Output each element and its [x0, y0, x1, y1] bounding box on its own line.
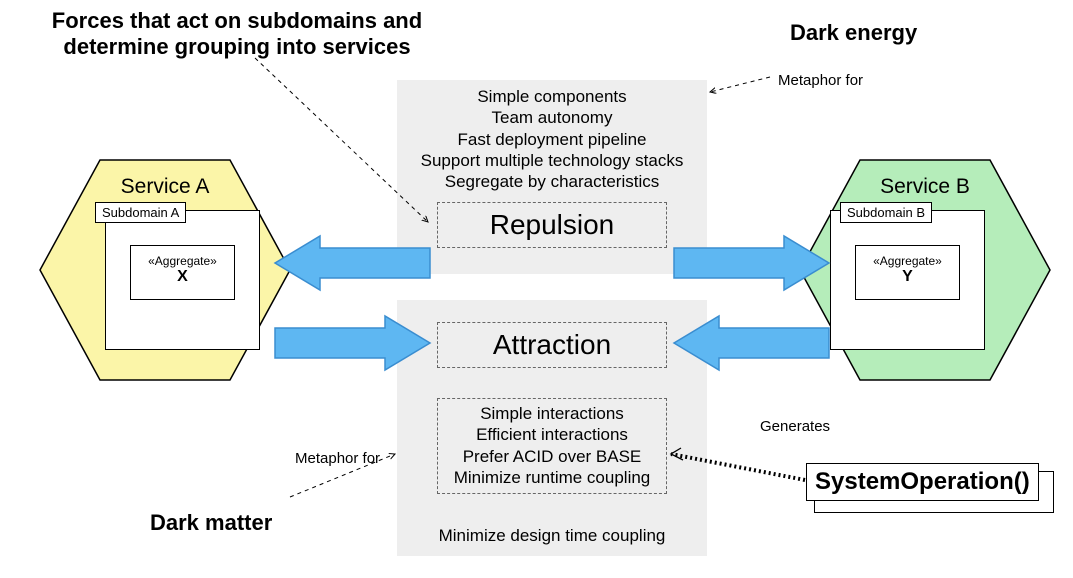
service-a-aggregate-name: X	[131, 268, 234, 286]
repulsion-item: Fast deployment pipeline	[397, 129, 707, 150]
dark-energy-label: Dark energy	[790, 20, 917, 46]
attraction-label: Attraction	[493, 329, 611, 361]
attraction-box: Attraction	[437, 322, 667, 368]
service-a-aggregate: «Aggregate» X	[130, 245, 235, 300]
attraction-tail: Minimize design time coupling	[397, 525, 707, 546]
metaphor-for-bottom: Metaphor for	[295, 450, 380, 467]
service-a-stereotype: «Aggregate»	[131, 254, 234, 268]
attraction-item: Minimize runtime coupling	[438, 467, 666, 488]
attraction-item: Efficient interactions	[438, 424, 666, 445]
repulsion-item: Segregate by characteristics	[397, 171, 707, 192]
service-b-title: Service B	[795, 175, 1055, 199]
attraction-item: Prefer ACID over BASE	[438, 446, 666, 467]
dark-energy-pointer	[710, 77, 770, 92]
attraction-list-box: Simple interactions Efficient interactio…	[437, 398, 667, 494]
metaphor-for-top: Metaphor for	[778, 72, 863, 89]
service-b-aggregate-name: Y	[856, 268, 959, 286]
repulsion-box: Repulsion	[437, 202, 667, 248]
service-b-stereotype: «Aggregate»	[856, 254, 959, 268]
repulsion-label: Repulsion	[490, 209, 615, 241]
repulsion-item: Support multiple technology stacks	[397, 150, 707, 171]
service-b-hexagon: Service B Subdomain B «Aggregate» Y	[795, 150, 1055, 390]
generates-label: Generates	[760, 418, 830, 435]
attraction-item: Simple interactions	[438, 403, 666, 424]
dark-matter-label: Dark matter	[150, 510, 272, 536]
service-a-title: Service A	[35, 175, 295, 199]
repulsion-item: Team autonomy	[397, 107, 707, 128]
service-b-subdomain: Subdomain B	[840, 202, 932, 223]
system-operation-box: SystemOperation()	[806, 463, 1039, 501]
repulsion-item: Simple components	[397, 86, 707, 107]
service-a-subdomain: Subdomain A	[95, 202, 186, 223]
forces-annotation: Forces that act on subdomains and determ…	[32, 8, 442, 61]
service-a-hexagon: Service A Subdomain A «Aggregate» X	[35, 150, 295, 390]
service-b-aggregate: «Aggregate» Y	[855, 245, 960, 300]
repulsion-list: Simple components Team autonomy Fast dep…	[397, 86, 707, 192]
